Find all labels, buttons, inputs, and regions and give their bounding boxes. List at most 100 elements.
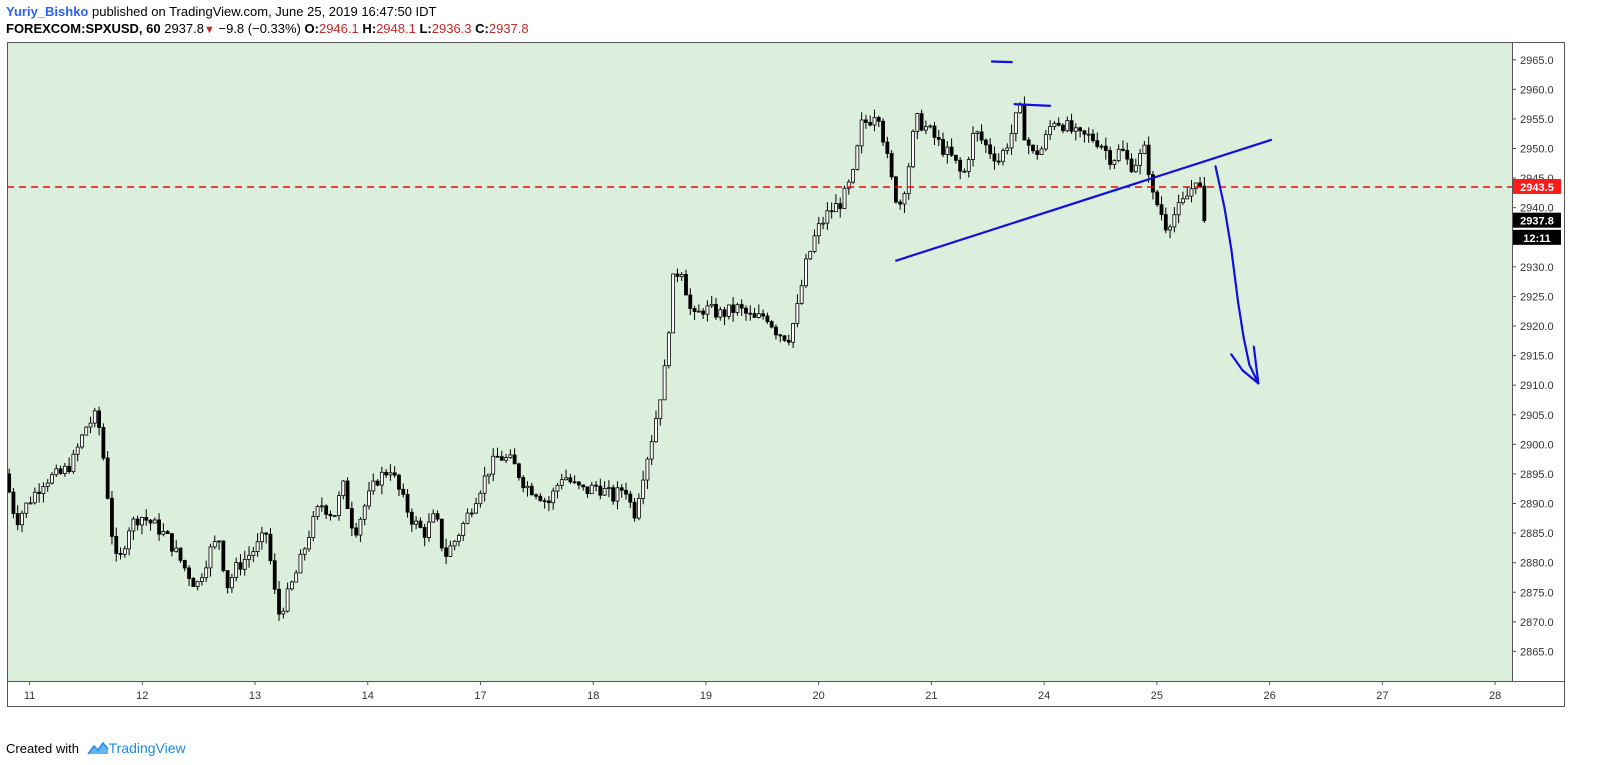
candle-body: [765, 315, 770, 323]
candle-body: [371, 480, 376, 492]
candle-body: [152, 519, 157, 524]
candle-body: [358, 518, 363, 536]
candle-body: [517, 463, 521, 478]
candle-body: [1009, 132, 1014, 149]
candle-body: [7, 473, 12, 493]
candle-body: [1001, 150, 1005, 162]
candle-body: [337, 495, 341, 516]
candle-body: [872, 117, 877, 126]
candle-body: [812, 235, 817, 252]
price-tick-label: 2915.0: [1520, 351, 1554, 363]
candle-body: [988, 144, 993, 155]
candle-body: [1069, 120, 1074, 132]
candle-body: [452, 540, 457, 547]
candle-body: [465, 512, 470, 524]
price-tick-label: 2865.0: [1520, 646, 1554, 658]
candle-body: [478, 492, 483, 505]
price-tick-label: 2870.0: [1520, 617, 1554, 629]
candle-body: [97, 410, 102, 428]
candle-body: [632, 501, 637, 519]
candle-body: [1052, 122, 1057, 127]
candle-body: [75, 446, 80, 455]
candle-body: [816, 223, 821, 237]
candle-body: [375, 480, 380, 486]
candle-body: [110, 497, 114, 537]
candle-body: [1176, 202, 1181, 216]
price-tick-label: 2895.0: [1520, 469, 1554, 481]
peak-marker-line: [1013, 103, 1051, 107]
price-tick-label: 2885.0: [1520, 528, 1554, 540]
candle-body: [482, 475, 487, 494]
candle-body: [242, 558, 247, 570]
candle-body: [611, 487, 616, 502]
tradingview-brand-link[interactable]: TradingView: [108, 740, 186, 756]
down-arrow-icon: ▼: [203, 24, 215, 36]
candle-body: [581, 484, 586, 488]
candle-body: [521, 477, 526, 489]
candle-body: [1095, 140, 1100, 147]
candle-body: [1039, 148, 1044, 155]
candle-body: [259, 532, 264, 543]
candle-body: [1133, 164, 1138, 173]
candle-body: [1193, 182, 1198, 190]
candle-body: [122, 548, 127, 555]
countdown-price-label-bg: [1513, 229, 1561, 245]
candle-body: [92, 410, 97, 424]
candle-body: [247, 555, 251, 560]
candle-body: [726, 304, 731, 317]
candle-body: [671, 273, 676, 334]
candle-body: [662, 365, 667, 401]
candle-body: [1146, 144, 1151, 176]
author-link[interactable]: Yuriy_Bishko: [6, 4, 89, 19]
candle-body: [864, 119, 868, 123]
price-axis[interactable]: [1512, 42, 1565, 681]
plot-area[interactable]: [7, 42, 1512, 681]
candle-body: [45, 482, 50, 487]
trendline: [895, 138, 1273, 262]
candle-body: [157, 519, 161, 535]
candle-body: [397, 474, 401, 490]
candle-body: [32, 491, 37, 504]
candle-body: [628, 493, 633, 503]
candle-body: [953, 154, 958, 161]
time-tick-label: 19: [700, 690, 712, 702]
price-tick-label: 2955.0: [1520, 114, 1554, 126]
candle-body: [889, 153, 894, 178]
candle-body: [645, 458, 650, 481]
candle-body: [564, 477, 568, 481]
candle-body: [658, 399, 663, 419]
candle-body: [769, 321, 774, 328]
candle-body: [499, 456, 504, 461]
candle-body: [911, 130, 915, 168]
candle-body: [923, 126, 928, 131]
candle-body: [846, 181, 851, 189]
candle-body: [975, 131, 980, 134]
candle-body: [709, 303, 714, 307]
candle-body: [538, 495, 543, 502]
price-tick-label: 2875.0: [1520, 587, 1554, 599]
candle-body: [666, 332, 671, 367]
candle-body: [439, 518, 444, 549]
time-axis-ticks: 11 12 13 14 17 18 19 20 21 24 25 26 27 28: [7, 681, 1565, 702]
candle-body: [1022, 103, 1027, 141]
candle-body: [1043, 134, 1048, 150]
candle-body: [178, 547, 183, 561]
candle-body: [941, 139, 945, 155]
candle-body: [221, 540, 226, 572]
publish-text: published on TradingView.com, June 25, 2…: [88, 4, 437, 19]
candle-body: [1142, 144, 1147, 154]
candle-body: [114, 535, 119, 554]
time-axis[interactable]: [7, 681, 1565, 707]
candle-body: [834, 203, 838, 213]
candle-body: [418, 520, 423, 528]
candle-body: [572, 481, 577, 484]
candle-body: [298, 553, 303, 574]
candle-body: [945, 146, 950, 155]
candle-body: [821, 222, 825, 225]
candle-body: [289, 581, 294, 590]
price-tick-label: 2950.0: [1520, 144, 1554, 156]
candle-body: [1181, 198, 1185, 204]
open-value: 2946.1: [318, 21, 359, 36]
candle-body: [1138, 153, 1142, 166]
